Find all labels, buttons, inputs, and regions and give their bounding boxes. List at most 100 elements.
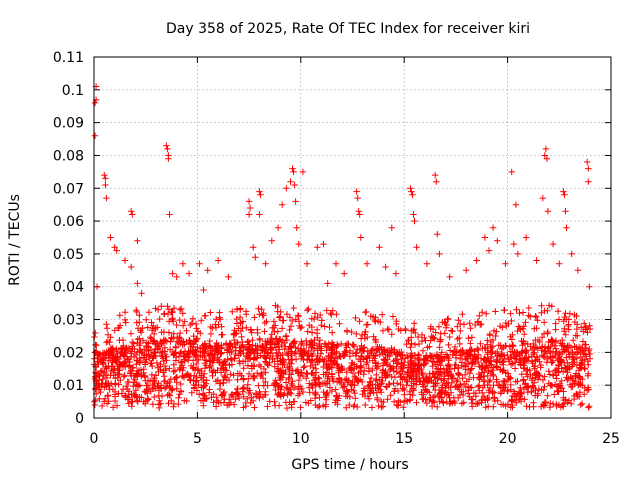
data-point xyxy=(372,336,379,343)
data-point xyxy=(368,404,376,411)
data-point xyxy=(316,337,324,344)
data-point xyxy=(259,311,266,319)
data-point xyxy=(214,367,221,374)
data-point xyxy=(339,384,347,391)
data-point xyxy=(436,344,443,351)
data-point xyxy=(372,314,379,321)
data-point xyxy=(429,363,436,370)
data-point xyxy=(103,339,110,346)
data-point xyxy=(116,312,123,319)
data-point xyxy=(349,350,357,357)
data-point xyxy=(173,385,180,392)
data-point xyxy=(462,363,469,370)
data-point xyxy=(200,383,207,390)
data-point xyxy=(129,211,136,218)
data-point xyxy=(228,391,235,399)
data-point xyxy=(341,348,348,356)
y-tick-label: 0.01 xyxy=(53,378,84,394)
data-point xyxy=(518,389,525,396)
data-point xyxy=(105,398,112,405)
data-point xyxy=(229,391,236,398)
data-point xyxy=(103,194,110,202)
data-point xyxy=(161,310,168,317)
data-point xyxy=(393,320,400,328)
data-point xyxy=(156,397,163,404)
data-point xyxy=(489,224,497,231)
data-point xyxy=(140,366,147,373)
data-point xyxy=(374,318,382,325)
data-point xyxy=(372,360,380,367)
data-point xyxy=(349,369,357,377)
data-point xyxy=(411,217,418,225)
data-point xyxy=(91,132,99,139)
data-point xyxy=(161,344,169,351)
data-point xyxy=(433,178,440,185)
data-point xyxy=(521,331,528,338)
data-point xyxy=(355,208,362,215)
data-point xyxy=(350,387,357,394)
data-point xyxy=(455,383,463,391)
data-point xyxy=(298,385,305,392)
data-point xyxy=(361,367,368,374)
data-point xyxy=(583,353,590,360)
data-point xyxy=(134,280,141,287)
data-point xyxy=(277,383,285,390)
data-point xyxy=(201,350,208,357)
data-point xyxy=(332,260,340,267)
data-point xyxy=(392,270,400,277)
data-point xyxy=(310,371,318,379)
data-point xyxy=(532,387,539,394)
data-point xyxy=(179,341,186,349)
data-point xyxy=(176,316,183,324)
data-point xyxy=(221,388,228,396)
data-point xyxy=(295,240,302,248)
data-point xyxy=(114,353,121,360)
data-point xyxy=(282,379,290,386)
data-point xyxy=(570,337,577,344)
data-point xyxy=(412,371,420,378)
data-point xyxy=(306,322,313,329)
data-point xyxy=(268,346,276,354)
data-point xyxy=(121,316,129,324)
data-point xyxy=(476,312,483,320)
data-point xyxy=(104,392,112,399)
data-point xyxy=(231,401,238,408)
data-point xyxy=(277,389,285,397)
data-point xyxy=(508,317,515,325)
data-point xyxy=(290,340,297,347)
data-point xyxy=(107,348,115,355)
data-point xyxy=(273,349,280,357)
data-point xyxy=(173,273,180,281)
data-point xyxy=(250,244,257,251)
data-point xyxy=(316,394,323,401)
data-point xyxy=(520,338,527,345)
data-point xyxy=(508,336,516,343)
data-point xyxy=(197,374,205,381)
data-point xyxy=(336,320,343,327)
data-point xyxy=(528,353,536,360)
data-point xyxy=(334,342,341,349)
data-point xyxy=(193,377,200,384)
data-point xyxy=(379,311,386,318)
data-point xyxy=(543,359,550,366)
data-point xyxy=(562,208,569,215)
data-point xyxy=(538,403,545,410)
data-point xyxy=(323,390,330,397)
data-point xyxy=(180,374,188,381)
data-point xyxy=(466,320,473,327)
data-point xyxy=(256,211,263,218)
y-tick-label: 0.09 xyxy=(53,116,84,132)
data-point xyxy=(351,401,358,409)
data-point xyxy=(410,211,417,218)
data-point xyxy=(272,335,279,343)
data-point xyxy=(323,396,330,403)
data-point xyxy=(143,339,151,346)
data-point xyxy=(181,318,188,325)
data-point xyxy=(410,380,417,387)
data-point xyxy=(534,345,541,352)
data-point xyxy=(257,352,264,359)
data-point xyxy=(426,370,433,378)
data-point xyxy=(567,400,575,407)
data-point xyxy=(168,334,175,341)
data-point xyxy=(456,371,463,379)
